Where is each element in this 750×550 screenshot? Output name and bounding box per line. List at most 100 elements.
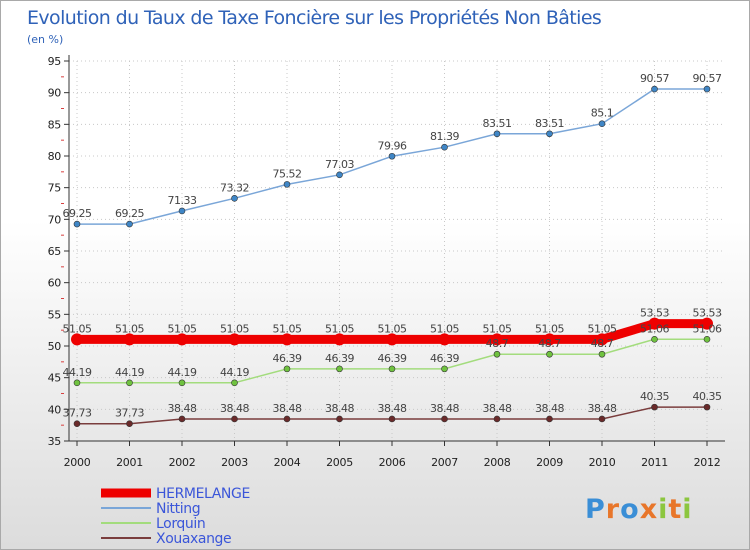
y-tick-label: 55 <box>48 308 62 321</box>
data-label-hermelange: 51.05 <box>588 322 617 335</box>
data-point-xouaxange <box>703 403 711 411</box>
data-label-xouaxange: 38.48 <box>430 402 459 415</box>
data-label-lorquin: 44.19 <box>115 366 144 379</box>
data-label-nitting: 73.32 <box>220 181 249 194</box>
y-tick-label: 65 <box>48 245 62 258</box>
logo-text: Proxiti <box>585 494 693 525</box>
data-label-xouaxange: 40.35 <box>640 390 669 403</box>
x-tick-label: 2006 <box>379 456 406 469</box>
data-point-xouaxange <box>493 415 501 423</box>
legend-label-hermelange: HERMELANGE <box>156 486 250 502</box>
data-point-lorquin <box>126 379 133 387</box>
x-tick-label: 2003 <box>221 456 248 469</box>
data-point-hermelange <box>228 333 241 346</box>
legend-label-lorquin: Lorquin <box>156 516 205 532</box>
data-point-nitting <box>388 152 396 160</box>
logo-letter: t <box>668 494 682 525</box>
data-point-xouaxange <box>651 403 658 411</box>
data-label-lorquin: 44.19 <box>220 366 249 379</box>
data-label-lorquin: 48.7 <box>591 337 614 350</box>
x-tick-label: 2007 <box>431 456 458 469</box>
logo-letter: o <box>620 494 640 525</box>
logo-letter: r <box>606 494 620 525</box>
y-tick-label: 40 <box>48 403 62 416</box>
data-point-hermelange <box>596 333 608 346</box>
data-label-hermelange: 51.05 <box>430 322 459 335</box>
legend-label-xouaxange: Xouaxange <box>156 531 231 547</box>
data-label-lorquin: 48.7 <box>538 337 561 350</box>
data-point-nitting <box>73 220 81 228</box>
data-label-xouaxange: 40.35 <box>693 390 722 403</box>
data-label-xouaxange: 38.48 <box>168 402 197 415</box>
x-tick-label: 2010 <box>589 456 616 469</box>
x-tick-label: 2002 <box>169 456 196 469</box>
data-label-xouaxange: 38.48 <box>483 402 512 415</box>
legend-label-nitting: Nitting <box>156 501 200 517</box>
y-tick-label: 35 <box>48 435 62 448</box>
y-axis-unit: (en %) <box>27 33 63 46</box>
data-point-nitting <box>178 207 186 215</box>
data-label-hermelange: 51.05 <box>325 322 354 335</box>
data-point-xouaxange <box>231 415 238 423</box>
data-point-hermelange <box>491 333 503 346</box>
data-point-hermelange <box>438 333 451 346</box>
data-labels-layer: 69.25 69.25 71.33 73.32 75.52 77.03 79.96 81.39… <box>63 72 723 420</box>
y-tick-label: 50 <box>48 340 62 353</box>
data-point-lorquin <box>651 335 658 343</box>
data-point-lorquin <box>493 350 501 358</box>
data-point-nitting <box>493 130 501 138</box>
data-point-hermelange <box>386 333 398 346</box>
data-point-nitting <box>126 220 133 228</box>
data-label-lorquin: 51.06 <box>693 322 722 335</box>
data-label-hermelange: 51.05 <box>115 322 144 335</box>
data-label-hermelange: 51.05 <box>63 322 92 335</box>
data-label-hermelange: 51.05 <box>273 322 302 335</box>
data-label-xouaxange: 38.48 <box>378 402 407 415</box>
series-nitting <box>73 85 711 228</box>
data-label-xouaxange: 38.48 <box>535 402 564 415</box>
data-point-lorquin <box>231 379 238 387</box>
data-point-lorquin <box>388 365 396 373</box>
data-label-nitting: 83.51 <box>483 117 512 130</box>
data-point-lorquin <box>441 365 448 373</box>
data-point-xouaxange <box>441 415 448 423</box>
data-label-xouaxange: 38.48 <box>325 402 354 415</box>
y-tick-label: 85 <box>48 118 62 131</box>
data-label-xouaxange: 38.48 <box>588 402 617 415</box>
x-tick-label: 2004 <box>274 456 301 469</box>
data-label-hermelange: 51.05 <box>483 322 512 335</box>
y-tick-label: 95 <box>48 55 62 68</box>
data-point-xouaxange <box>283 415 291 423</box>
chart-title: Evolution du Taux de Taxe Foncière sur l… <box>27 7 601 29</box>
data-point-lorquin <box>546 350 553 358</box>
data-label-lorquin: 51.06 <box>640 322 669 335</box>
data-label-lorquin: 46.39 <box>430 352 459 365</box>
data-point-hermelange <box>71 333 83 346</box>
data-point-hermelange <box>333 333 346 346</box>
data-point-xouaxange <box>546 415 553 423</box>
data-label-hermelange: 51.05 <box>168 322 197 335</box>
logo-letter: x <box>640 494 658 525</box>
data-label-hermelange: 53.53 <box>693 307 722 320</box>
data-label-lorquin: 46.39 <box>273 352 302 365</box>
data-point-xouaxange <box>598 415 606 423</box>
x-tick-label: 2011 <box>641 456 668 469</box>
data-label-nitting: 90.57 <box>693 72 722 85</box>
data-point-xouaxange <box>178 415 186 423</box>
y-tick-label: 60 <box>48 277 62 290</box>
data-point-lorquin <box>178 379 186 387</box>
logo-letter: i <box>682 494 692 525</box>
data-point-hermelange <box>543 333 556 346</box>
data-label-lorquin: 44.19 <box>63 366 92 379</box>
series-xouaxange <box>73 403 711 428</box>
data-label-nitting: 75.52 <box>273 167 302 180</box>
data-point-hermelange <box>176 333 188 346</box>
data-label-nitting: 83.51 <box>535 117 564 130</box>
y-tick-label: 90 <box>48 87 62 100</box>
y-tick-label: 70 <box>48 213 62 226</box>
data-label-lorquin: 46.39 <box>378 352 407 365</box>
data-point-hermelange <box>123 333 136 346</box>
